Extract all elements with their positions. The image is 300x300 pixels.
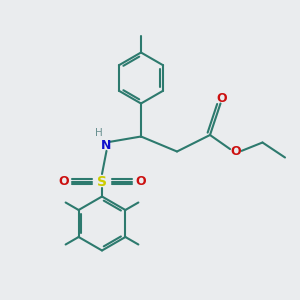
Text: O: O — [58, 175, 69, 188]
Text: N: N — [101, 139, 112, 152]
Text: O: O — [217, 92, 227, 105]
Text: O: O — [135, 175, 146, 188]
Text: H: H — [95, 128, 103, 139]
Text: O: O — [230, 145, 241, 158]
Text: S: S — [97, 175, 107, 188]
